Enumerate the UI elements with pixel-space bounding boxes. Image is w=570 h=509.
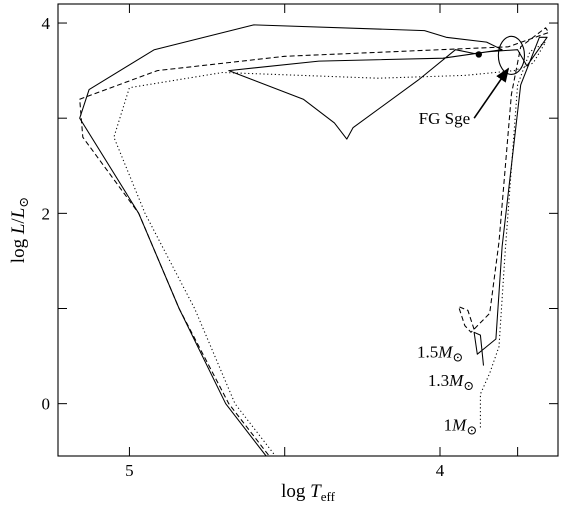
axis-ticks — [58, 4, 558, 456]
x-axis-label: log Teff — [281, 481, 335, 504]
x-tick-label: 5 — [125, 461, 134, 480]
evolutionary-tracks — [79, 24, 550, 456]
y-axis-label: log L/L⊙ — [8, 197, 31, 263]
x-tick-label: 4 — [436, 461, 445, 480]
mass-label: 1.3M⊙ — [428, 371, 474, 393]
plot-frame — [57, 3, 559, 457]
y-tick-label: 2 — [42, 204, 51, 223]
annotation-arrow — [473, 67, 510, 119]
annotations: FG Sge 1.5M⊙ 1.3M⊙ 1M⊙ — [417, 35, 526, 438]
track-dashed — [79, 27, 550, 456]
track-solid — [79, 24, 548, 456]
highlight-ellipse — [497, 35, 526, 75]
y-tick-label: 0 — [42, 395, 51, 414]
y-tick-label: 4 — [42, 14, 51, 33]
fg-sge-marker — [475, 51, 483, 58]
track-dotted — [113, 41, 547, 456]
tick-labels: 5 4 0 2 4 — [42, 14, 445, 480]
mass-label: 1M⊙ — [444, 416, 478, 438]
annotation-label: FG Sge — [419, 109, 470, 128]
mass-label: 1.5M⊙ — [417, 342, 463, 364]
